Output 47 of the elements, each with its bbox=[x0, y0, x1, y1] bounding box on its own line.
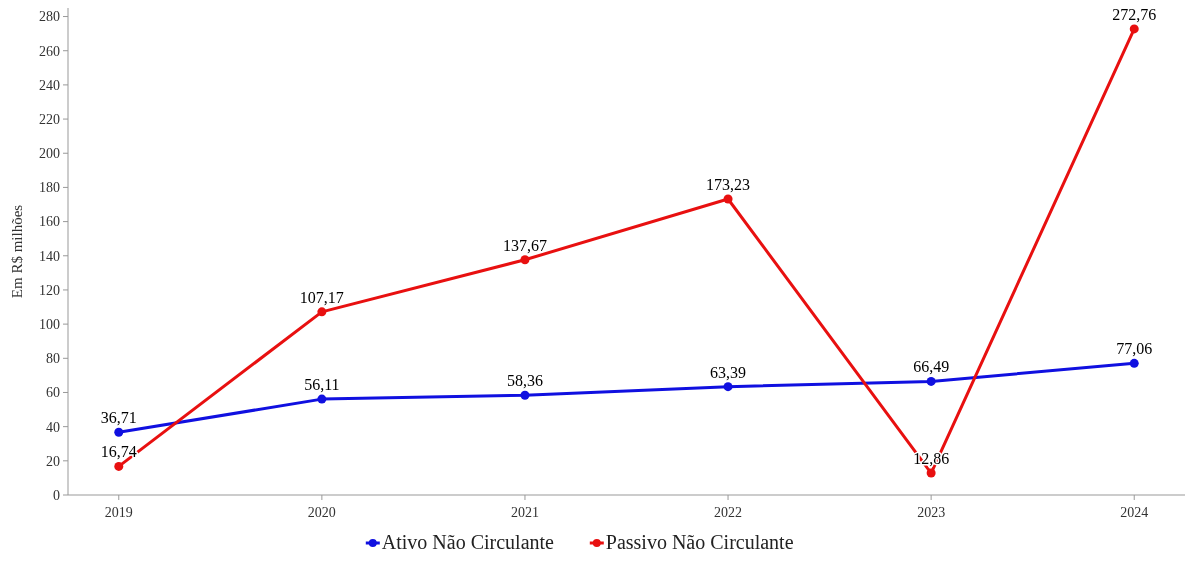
y-axis-title: Em R$ milhões bbox=[9, 204, 25, 299]
y-tick-label: 20 bbox=[46, 453, 60, 469]
y-tick-label: 200 bbox=[39, 146, 60, 162]
data-label: 36,71 bbox=[100, 409, 137, 427]
data-label: 66,49 bbox=[913, 358, 950, 376]
y-tick-label: 0 bbox=[53, 487, 60, 503]
point bbox=[520, 390, 530, 400]
data-label: 107,17 bbox=[299, 288, 344, 306]
point bbox=[723, 382, 733, 392]
point bbox=[114, 461, 124, 471]
x-tick-label: 2020 bbox=[307, 505, 336, 520]
y-tick-label: 180 bbox=[39, 180, 60, 196]
data-label: 137,67 bbox=[502, 236, 547, 254]
y-tick-label: 80 bbox=[46, 351, 60, 367]
data-label: 173,23 bbox=[706, 175, 751, 193]
point bbox=[317, 394, 327, 404]
y-tick-label: 240 bbox=[39, 77, 60, 93]
legend-label: Ativo Não Circulante bbox=[381, 531, 555, 553]
x-tick-label: 2019 bbox=[104, 505, 133, 520]
point bbox=[317, 307, 327, 317]
point bbox=[926, 468, 936, 478]
x-tick-label: 2022 bbox=[714, 505, 743, 520]
data-label: 16,74 bbox=[100, 443, 137, 461]
data-label: 272,76 bbox=[1112, 5, 1157, 23]
legend-label: Passivo Não Circulante bbox=[605, 531, 794, 553]
point bbox=[114, 427, 124, 437]
y-tick-label: 140 bbox=[39, 248, 60, 264]
data-label: 77,06 bbox=[1116, 340, 1153, 358]
y-tick-label: 120 bbox=[39, 282, 60, 298]
y-tick-label: 60 bbox=[46, 385, 60, 401]
data-label: 58,36 bbox=[506, 372, 543, 390]
point bbox=[926, 376, 936, 386]
y-tick-label: 160 bbox=[39, 214, 60, 230]
x-tick-label: 2021 bbox=[510, 505, 539, 520]
y-tick-label: 220 bbox=[39, 111, 60, 127]
point bbox=[1129, 24, 1139, 34]
x-tick-label: 2024 bbox=[1120, 505, 1149, 520]
data-label: 63,39 bbox=[710, 363, 747, 381]
data-label: 56,11 bbox=[304, 376, 340, 394]
y-tick-label: 100 bbox=[39, 317, 60, 333]
point bbox=[723, 194, 733, 204]
y-tick-label: 280 bbox=[39, 9, 60, 25]
point bbox=[1129, 358, 1139, 368]
y-tick-label: 260 bbox=[39, 43, 60, 59]
x-tick-label: 2023 bbox=[917, 505, 946, 520]
y-tick-label: 40 bbox=[46, 419, 60, 435]
point bbox=[520, 255, 530, 265]
